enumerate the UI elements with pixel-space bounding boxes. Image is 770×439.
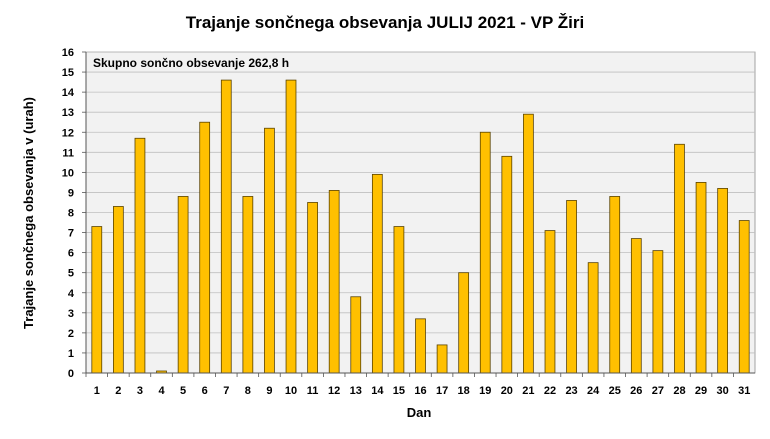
bar-day-24: [587, 262, 599, 374]
y-tick-label: 15: [62, 67, 74, 79]
chart-title: Trajanje sončnega obsevanja JULIJ 2021 -…: [186, 13, 584, 32]
x-tick-label: 4: [158, 385, 165, 397]
bar-day-10: [285, 79, 297, 374]
x-tick-label: 28: [673, 385, 685, 397]
bar-day-16: [415, 318, 426, 374]
y-tick-label: 4: [68, 288, 75, 300]
grid-lines: [86, 51, 755, 354]
x-tick-label: 18: [458, 385, 470, 397]
x-tick-label: 19: [479, 385, 491, 397]
y-tick-label: 0: [68, 368, 74, 380]
x-tick-label: 30: [717, 385, 729, 397]
bar-day-25: [609, 196, 621, 374]
bar-day-17: [436, 344, 448, 374]
y-tick-label: 3: [68, 308, 74, 320]
x-tick-label: 24: [587, 385, 600, 397]
bar-day-3: [134, 137, 146, 374]
y-tick-label: 8: [68, 208, 74, 220]
y-tick-label: 10: [62, 167, 74, 179]
bar-day-1: [91, 226, 103, 374]
bar-day-26: [630, 238, 642, 374]
bar-day-11: [307, 202, 318, 374]
bar-day-15: [393, 226, 405, 374]
x-tick-label: 1: [94, 385, 100, 397]
y-tick-label: 13: [62, 107, 74, 119]
y-axis-title: Trajanje sončnega obsevanja v (urah): [21, 97, 36, 329]
bar-day-7: [220, 79, 232, 374]
bar-day-23: [566, 200, 577, 374]
y-tick-label: 2: [68, 328, 74, 340]
bar-day-29: [695, 182, 707, 374]
x-tick-label: 6: [202, 385, 208, 397]
x-axis-ticks: 1 2 3 4 5 6 7 8 9 10 11 12 13 14 15 16 17 18 19 20 21 22 23 24 2…: [85, 373, 750, 397]
bars: [91, 79, 750, 374]
bar-day-13: [350, 296, 362, 374]
y-tick-label: 9: [68, 187, 74, 199]
x-axis-title: Dan: [407, 405, 432, 420]
y-tick-label: 16: [62, 47, 74, 59]
y-tick-label: 12: [62, 127, 74, 139]
x-tick-label: 20: [501, 385, 513, 397]
bar-day-19: [479, 131, 491, 374]
x-tick-label: 2: [115, 385, 121, 397]
x-tick-label: 5: [180, 385, 186, 397]
bar-day-12: [328, 190, 340, 374]
x-tick-label: 31: [738, 385, 750, 397]
y-tick-label: 6: [68, 248, 74, 260]
bar-day-20: [501, 155, 513, 374]
bar-day-18: [458, 272, 470, 374]
total-annotation: Skupno sončno obsevanje 262,8 h: [93, 56, 289, 70]
bar-day-30: [717, 188, 728, 374]
x-tick-label: 21: [522, 385, 534, 397]
x-tick-label: 15: [393, 385, 405, 397]
x-tick-label: 25: [609, 385, 621, 397]
x-tick-label: 22: [544, 385, 556, 397]
x-tick-label: 12: [328, 385, 340, 397]
x-tick-label: 29: [695, 385, 707, 397]
bar-day-22: [544, 230, 556, 374]
bar-day-8: [242, 196, 254, 374]
x-tick-label: 16: [414, 385, 426, 397]
bar-day-31: [738, 220, 750, 374]
bar-day-28: [674, 143, 685, 374]
x-tick-label: 27: [652, 385, 664, 397]
x-tick-label: 7: [223, 385, 229, 397]
x-tick-label: 26: [630, 385, 642, 397]
bar-day-21: [523, 113, 534, 374]
bar-day-14: [371, 173, 383, 374]
y-tick-label: 7: [68, 228, 74, 240]
bar-day-27: [652, 250, 664, 374]
y-tick-label: 1: [68, 348, 74, 360]
x-tick-label: 13: [350, 385, 362, 397]
y-tick-label: 14: [62, 87, 75, 99]
bar-day-6: [199, 121, 211, 374]
bar-day-9: [264, 127, 275, 374]
x-tick-label: 17: [436, 385, 448, 397]
bar-day-2: [113, 206, 124, 374]
x-tick-label: 11: [307, 385, 319, 397]
y-tick-label: 11: [62, 147, 74, 159]
x-tick-label: 8: [245, 385, 251, 397]
x-tick-label: 23: [565, 385, 577, 397]
x-tick-label: 14: [371, 385, 384, 397]
bar-day-5: [177, 196, 189, 374]
y-tick-label: 5: [68, 268, 74, 280]
x-tick-label: 3: [137, 385, 143, 397]
x-tick-label: 10: [285, 385, 297, 397]
x-tick-label: 9: [266, 385, 272, 397]
